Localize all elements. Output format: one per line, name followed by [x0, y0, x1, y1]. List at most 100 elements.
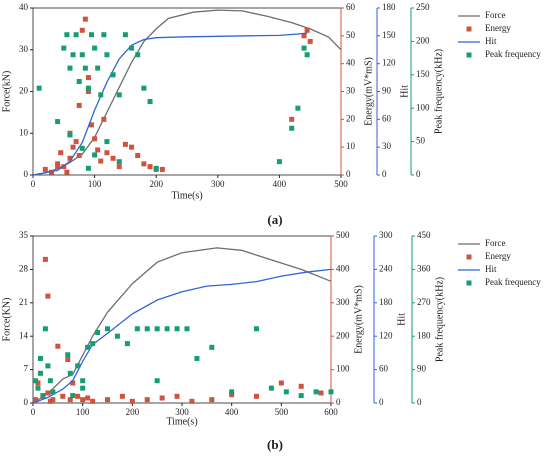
scatter-point	[73, 139, 79, 145]
y4-axis-title: Peak frequency(kHz)	[433, 49, 444, 134]
y2-tick-label: 40	[346, 58, 356, 68]
scatter-point	[174, 393, 180, 399]
y3-tick-label: 90	[382, 86, 392, 96]
y3-tick-label: 150	[382, 30, 396, 40]
panel: 0 100 200 300 400 500 600Time(s)(b)0714212835F…	[1, 230, 541, 452]
y4-tick-label: 450	[417, 230, 431, 240]
y3-tick-label: 120	[379, 330, 393, 340]
scatter-point	[75, 363, 81, 369]
panel-label: (b)	[267, 437, 283, 452]
scatter-point	[141, 161, 147, 167]
scatter-point	[144, 397, 150, 403]
scatter-point	[105, 326, 110, 332]
legend-swatch	[466, 280, 472, 286]
legend-label: Force	[485, 238, 506, 248]
scatter-point	[144, 326, 150, 332]
scatter-point	[289, 116, 295, 122]
scatter-point	[67, 132, 73, 138]
y4-tick-label: 270	[417, 297, 431, 307]
scatter-point	[209, 344, 215, 350]
legend-label: Force	[485, 10, 506, 20]
scatter-point	[67, 155, 73, 161]
y3-tick-label: 0	[379, 397, 384, 407]
y-tick-label: 21	[19, 297, 28, 307]
scatter-point	[154, 378, 160, 384]
legend-label: Energy	[485, 251, 511, 261]
scatter-point	[85, 165, 91, 171]
scatter-point	[301, 45, 307, 51]
scatter-point	[47, 378, 53, 384]
y3-tick-label: 60	[382, 113, 392, 123]
scatter-point	[36, 85, 42, 91]
scatter-point	[135, 153, 141, 159]
scatter-point	[65, 357, 71, 363]
legend-label: Peak frequency	[485, 277, 541, 287]
y2-tick-label: 50	[346, 30, 356, 40]
scatter-point	[95, 329, 101, 335]
x-tick-label: 0	[31, 407, 36, 417]
scatter-point	[67, 397, 73, 403]
y3-axis-title: Hit	[399, 85, 410, 98]
legend-label: Hit	[485, 36, 497, 46]
y-tick-label: 20	[19, 86, 29, 96]
y4-tick-label: 50	[416, 136, 426, 146]
scatter-point	[313, 389, 319, 395]
scatter-point	[164, 326, 170, 332]
scatter-point	[154, 326, 160, 332]
scatter-point	[67, 65, 73, 71]
scatter-point	[65, 352, 71, 358]
scatter-point	[58, 150, 64, 156]
scatter-point	[42, 166, 48, 172]
scatter-point	[42, 256, 48, 262]
scatter-point	[37, 370, 43, 376]
x-tick-label: 400	[273, 179, 287, 189]
y3-tick-label: 120	[382, 58, 396, 68]
y4-tick-label: 90	[417, 364, 427, 374]
scatter-point	[276, 159, 282, 165]
scatter-point	[105, 397, 110, 403]
scatter-point	[85, 75, 91, 81]
scatter-point	[85, 85, 91, 91]
legend-swatch	[466, 26, 472, 32]
x-axis-title: Time(s)	[171, 190, 202, 201]
panel-label: (a)	[267, 212, 282, 227]
x-tick-label: 600	[324, 407, 338, 417]
scatter-point	[80, 385, 86, 391]
legend-label: Hit	[485, 264, 497, 274]
scatter-point	[104, 52, 110, 58]
y-tick-label: 14	[19, 330, 29, 340]
scatter-point	[40, 393, 46, 399]
series-line	[32, 32, 308, 176]
y-tick-label: 0	[24, 397, 29, 407]
scatter-point	[159, 395, 165, 401]
y-tick-label: 10	[19, 127, 29, 137]
x-tick-label: 0	[31, 179, 36, 189]
scatter-point	[129, 398, 135, 404]
scatter-point	[174, 326, 180, 332]
scatter-point	[70, 380, 76, 386]
scatter-point	[254, 326, 259, 332]
scatter-point	[116, 159, 122, 165]
scatter-point	[64, 169, 70, 175]
scatter-point	[92, 152, 98, 158]
legend-swatch	[466, 254, 472, 260]
legend-label: Energy	[485, 23, 511, 33]
scatter-point	[194, 355, 200, 361]
x-tick-label: 400	[225, 407, 239, 417]
scatter-point	[92, 136, 98, 142]
y-axis-title: Force(KN)	[1, 298, 12, 342]
scatter-point	[101, 116, 107, 122]
y2-axis-title: Energy(mV*mS)	[353, 285, 364, 354]
x-tick-label: 100	[76, 407, 90, 417]
x-tick-label: 200	[149, 179, 163, 189]
scatter-point	[289, 125, 295, 131]
scatter-point	[76, 102, 82, 108]
scatter-point	[122, 32, 128, 38]
x-tick-label: 500	[334, 179, 348, 189]
scatter-point	[70, 144, 76, 150]
scatter-point	[328, 389, 334, 395]
y4-tick-label: 150	[416, 69, 430, 79]
scatter-point	[209, 397, 215, 403]
y2-tick-label: 200	[336, 330, 350, 340]
